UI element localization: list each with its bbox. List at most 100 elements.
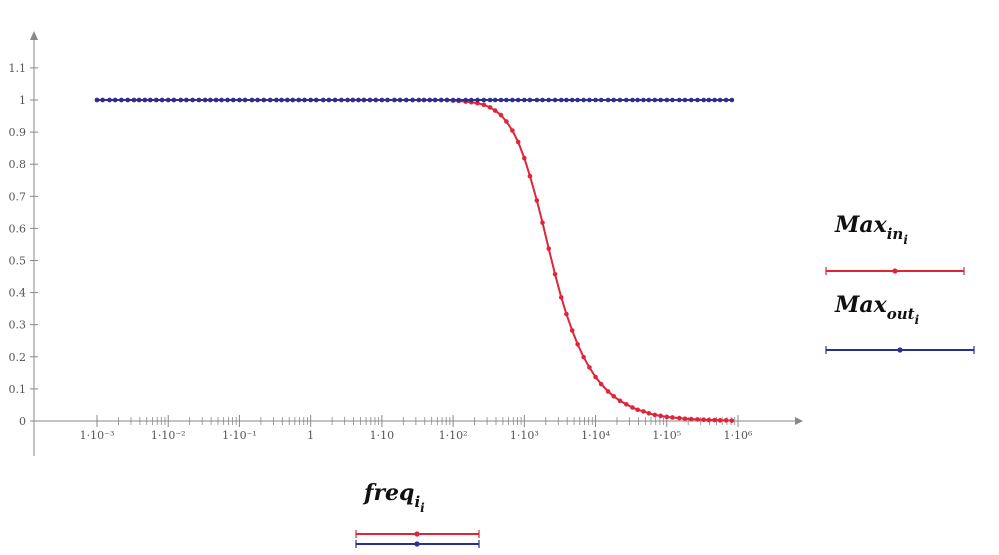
series-out-point — [373, 97, 379, 103]
series-out-point — [339, 97, 344, 103]
series-in-point — [729, 418, 735, 423]
series-out-point — [438, 97, 444, 103]
series-in-point — [498, 112, 504, 118]
series-out-point — [255, 97, 260, 103]
series-out-point — [605, 97, 611, 103]
series-out-point — [350, 97, 356, 103]
series-out-point — [641, 97, 646, 103]
series-out-point — [723, 97, 729, 103]
series-in-point — [487, 105, 493, 110]
series-out-point — [450, 97, 456, 103]
y-tick-label: 0.6 — [9, 222, 27, 235]
series-out-point — [356, 97, 361, 103]
series-in-point — [652, 412, 658, 418]
series-out-point — [326, 97, 332, 103]
x-tick-label: 1·10⁻¹ — [222, 429, 257, 442]
series-in-point — [569, 328, 575, 333]
series-out-point — [664, 97, 670, 103]
series-out-point — [208, 97, 213, 103]
series-in-point — [481, 102, 487, 108]
series-in-point — [475, 100, 480, 106]
series-out-point — [712, 97, 717, 103]
series-out-point — [119, 97, 124, 103]
series-out-point — [558, 97, 564, 103]
series-out-point — [107, 97, 112, 103]
series-out-point — [314, 97, 319, 103]
series-in-point — [723, 418, 729, 423]
series-out-point — [515, 97, 521, 103]
series-in-line — [97, 99, 732, 422]
series-out-point — [481, 97, 487, 103]
series-in-point — [605, 389, 611, 394]
series-out-point — [94, 97, 100, 103]
series-out-point — [237, 97, 242, 103]
y-tick-label: 1.1 — [9, 62, 27, 75]
series-out-point — [142, 97, 148, 103]
x-tick-label: 1 — [307, 429, 314, 442]
series-in-point — [611, 393, 617, 399]
series-in-point — [670, 415, 675, 420]
series-in-point — [527, 173, 533, 179]
series-out-point — [701, 97, 707, 103]
series-out-point — [392, 97, 397, 103]
legend-out — [825, 346, 975, 354]
series-out-point — [706, 97, 712, 103]
y-axis — [30, 31, 38, 456]
series-out-point — [290, 97, 296, 103]
series-out-point — [598, 97, 604, 103]
series-in-point — [635, 407, 640, 413]
series-out-point — [367, 97, 373, 103]
y-tick-label: 0.3 — [9, 319, 27, 332]
series-out-point — [285, 97, 290, 103]
series-out-point — [249, 97, 255, 103]
series-out-point — [581, 97, 586, 103]
series-out-point — [225, 97, 230, 103]
series-out-point — [492, 97, 498, 103]
legend-in — [825, 267, 965, 275]
y-axis-label-out: Maxouti — [834, 292, 920, 327]
series-out-point — [635, 97, 640, 103]
series-out-point — [534, 97, 540, 103]
series-out-point — [510, 97, 515, 103]
y-tick-label: 0.5 — [9, 255, 27, 268]
series-in-point — [564, 311, 569, 317]
series-out-point — [540, 97, 545, 103]
series-in-point — [677, 415, 682, 421]
series-out-point — [379, 97, 385, 103]
series-in-point — [646, 411, 652, 416]
series-out-point — [171, 97, 177, 103]
series-in-point — [623, 402, 629, 407]
series-out-point — [131, 97, 137, 103]
series-out-point — [564, 97, 569, 103]
x-tick-label: 1·10⁻² — [151, 429, 186, 442]
series-in-point — [492, 108, 498, 113]
series-out-point — [190, 97, 195, 103]
series-in-point — [510, 128, 515, 133]
series-out-point — [385, 97, 390, 103]
series-in-point — [504, 119, 509, 124]
x-tick-label: 1·10⁵ — [652, 429, 681, 442]
series-in-point — [552, 272, 558, 277]
series-out-point — [403, 97, 409, 103]
series-out-point — [274, 97, 279, 103]
x-axis-arrow — [795, 417, 803, 425]
series-out-point — [219, 97, 224, 103]
series-out-point — [444, 97, 450, 103]
series-out-point — [617, 97, 623, 103]
series-in-point — [688, 416, 694, 422]
x-tick-label: 1·10 — [370, 429, 395, 442]
y-tick-label: 0.1 — [9, 383, 27, 396]
series-out-point — [147, 97, 153, 103]
series-out-point — [125, 97, 131, 103]
series-out-point — [320, 97, 326, 103]
series-out-point — [623, 97, 629, 103]
series-out-point — [231, 97, 236, 103]
series-in-point — [658, 413, 663, 419]
legend-marker-out — [897, 347, 903, 353]
series-out-point — [670, 97, 675, 103]
series-in-point — [540, 220, 545, 225]
series-out-point — [593, 97, 598, 103]
series-out-point — [100, 97, 105, 103]
series-out-point — [178, 97, 184, 103]
